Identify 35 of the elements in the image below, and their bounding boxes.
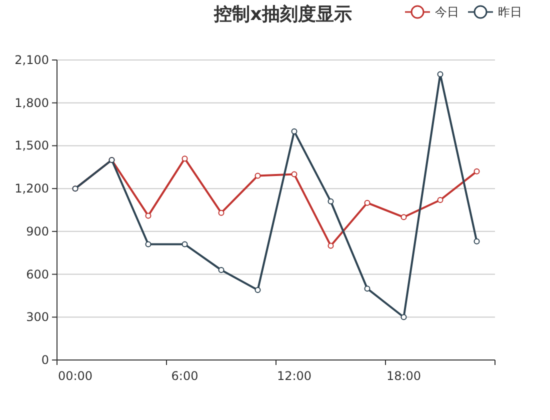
- y-tick-label: 1,500: [14, 138, 49, 153]
- point: [474, 238, 480, 244]
- point: [400, 214, 407, 220]
- point: [254, 287, 261, 293]
- y-tick-label: 300: [26, 310, 49, 324]
- point: [182, 156, 188, 162]
- legend-label: 今日: [435, 5, 459, 19]
- point: [291, 128, 298, 134]
- point: [254, 172, 261, 179]
- point: [474, 168, 480, 174]
- chart-title: 控制x抽刻度显示: [213, 4, 352, 25]
- point: [364, 200, 370, 206]
- point: [291, 171, 298, 178]
- point: [328, 242, 334, 249]
- point: [182, 241, 188, 248]
- point: [218, 267, 224, 273]
- x-tick-label: 18:00: [386, 369, 422, 383]
- point: [145, 241, 152, 248]
- x-tick-label: 12:00: [276, 369, 312, 383]
- point: [364, 286, 370, 292]
- point: [218, 210, 224, 216]
- point: [145, 212, 152, 219]
- point: [437, 71, 444, 78]
- point: [437, 197, 444, 203]
- y-tick-label: 600: [26, 267, 49, 282]
- legend-label: 昨日: [498, 5, 522, 19]
- y-tick-label: 900: [26, 224, 49, 238]
- x-tick-label: 6:00: [171, 369, 198, 383]
- point: [328, 198, 334, 204]
- y-tick-label: 0: [41, 353, 49, 367]
- x-tick-label: 00:00: [58, 369, 93, 383]
- y-tick-label: 1,200: [14, 182, 49, 196]
- y-tick-label: 1,800: [14, 96, 49, 110]
- y-tick-label: 2,100: [14, 53, 49, 67]
- point: [400, 314, 407, 320]
